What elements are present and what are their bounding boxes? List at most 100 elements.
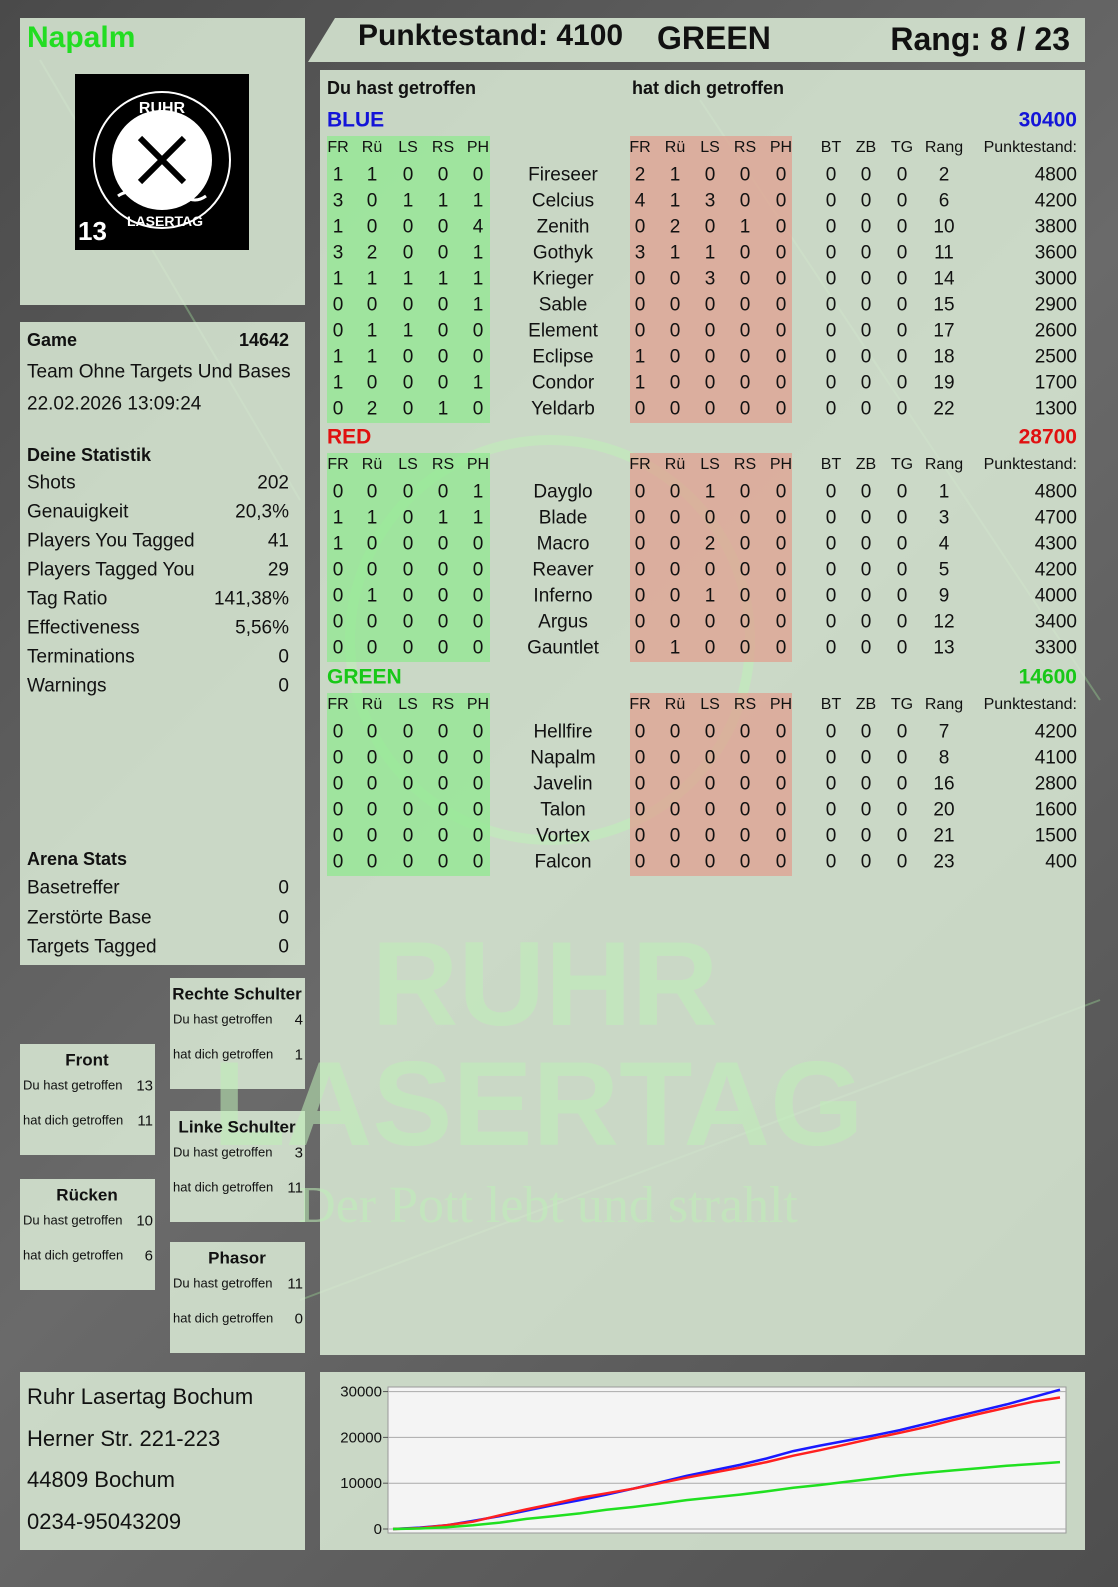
- given-bg: [327, 453, 490, 662]
- extra-cell: 0: [825, 190, 837, 212]
- received-cell: 0: [669, 585, 681, 607]
- given-cell: 0: [402, 242, 414, 264]
- arena-title: Arena Stats: [27, 849, 128, 869]
- player-score: 3800: [1034, 216, 1077, 238]
- received-cell: 0: [634, 799, 646, 821]
- extra-cell: 4: [938, 533, 950, 555]
- given-cell: 0: [332, 637, 344, 659]
- given-cell: 0: [402, 216, 414, 238]
- received-cell: 0: [704, 164, 716, 186]
- extra-cell: 0: [896, 559, 908, 581]
- received-cell: 0: [634, 747, 646, 769]
- y-tick-label: 20000: [340, 1429, 382, 1446]
- y-tick-label: 10000: [340, 1475, 382, 1492]
- player-score: 4300: [1034, 533, 1077, 555]
- received-cell: 0: [739, 721, 751, 743]
- col-header: ZB: [855, 139, 877, 156]
- stat-value: 41: [267, 530, 289, 552]
- given-cell: 1: [402, 190, 414, 212]
- extra-cell: 0: [896, 320, 908, 342]
- received-cell: 0: [775, 190, 787, 212]
- received-cell: 0: [704, 747, 716, 769]
- given-cell: 0: [332, 585, 344, 607]
- zone-panel: [170, 1242, 305, 1353]
- address-line: 44809 Bochum: [27, 1467, 175, 1492]
- col-header: BT: [820, 456, 842, 473]
- received-cell: 0: [634, 851, 646, 873]
- given-cell: 0: [472, 773, 484, 795]
- col-header: Punktestand:: [983, 139, 1077, 156]
- extra-cell: 17: [933, 320, 955, 342]
- given-cell: 1: [332, 268, 344, 290]
- given-cell: 0: [437, 637, 449, 659]
- address-line: Herner Str. 221-223: [27, 1425, 221, 1451]
- extra-cell: 0: [860, 372, 872, 394]
- received-cell: 0: [704, 851, 716, 873]
- player-score: 3400: [1034, 611, 1077, 633]
- given-cell: 0: [366, 637, 378, 659]
- col-header: FR: [327, 696, 349, 713]
- given-cell: 0: [472, 721, 484, 743]
- zone-title: Linke Schulter: [178, 1117, 296, 1137]
- given-cell: 1: [332, 216, 344, 238]
- extra-cell: 0: [860, 637, 872, 659]
- given-cell: 0: [437, 216, 449, 238]
- received-cell: 0: [669, 825, 681, 847]
- received-bg: [630, 693, 792, 876]
- received-cell: 0: [775, 773, 787, 795]
- given-cell: 0: [472, 320, 484, 342]
- player-name: Napalm: [530, 747, 596, 769]
- given-cell: 0: [472, 533, 484, 555]
- col-header: PH: [769, 456, 793, 473]
- player-name: Hellfire: [533, 721, 593, 743]
- extra-cell: 0: [860, 242, 872, 264]
- rank: Rang: 8 / 23: [890, 21, 1070, 57]
- player-name: Falcon: [534, 851, 592, 873]
- received-cell: 0: [775, 721, 787, 743]
- col-header: Rü: [361, 456, 383, 473]
- received-cell: 0: [634, 533, 646, 555]
- given-cell: 0: [402, 533, 414, 555]
- player-name: Inferno: [533, 585, 593, 607]
- extra-cell: 0: [825, 346, 837, 368]
- given-cell: 0: [402, 799, 414, 821]
- col-header: Rü: [361, 139, 383, 156]
- player-name: Vortex: [536, 825, 590, 847]
- team-name: RED: [327, 425, 372, 449]
- player-score: 1300: [1034, 398, 1077, 420]
- given-cell: 4: [472, 216, 484, 238]
- received-cell: 0: [739, 637, 751, 659]
- extra-cell: 0: [896, 851, 908, 873]
- given-cell: 0: [472, 825, 484, 847]
- player-score: 4100: [1034, 747, 1077, 769]
- received-cell: 0: [775, 507, 787, 529]
- extra-cell: 23: [933, 851, 955, 873]
- given-cell: 1: [437, 268, 449, 290]
- extra-cell: 0: [825, 773, 837, 795]
- zone-hit: 4: [294, 1011, 303, 1029]
- col-header: Rü: [664, 456, 686, 473]
- wm-slogan: Der Pott lebt und strahlt: [298, 1177, 798, 1234]
- col-header: Rang: [924, 456, 964, 473]
- extra-cell: 0: [825, 851, 837, 873]
- extra-cell: 11: [934, 242, 954, 264]
- received-cell: 0: [634, 559, 646, 581]
- received-cell: 0: [634, 721, 646, 743]
- received-cell: 1: [704, 242, 716, 264]
- team: GREEN: [657, 20, 771, 56]
- extra-cell: 0: [896, 773, 908, 795]
- zone-title: Phasor: [208, 1248, 266, 1268]
- given-cell: 2: [366, 398, 378, 420]
- col-header: FR: [327, 456, 349, 473]
- given-cell: 0: [366, 721, 378, 743]
- received-cell: 0: [669, 372, 681, 394]
- extra-cell: 5: [938, 559, 950, 581]
- received-cell: 0: [704, 611, 716, 633]
- col-header: Punktestand:: [983, 696, 1077, 713]
- player-score: 2500: [1034, 346, 1077, 368]
- received-cell: 2: [634, 164, 646, 186]
- given-cell: 1: [366, 507, 378, 529]
- received-cell: 0: [775, 747, 787, 769]
- stat-value: 0: [278, 646, 289, 668]
- extra-cell: 0: [896, 747, 908, 769]
